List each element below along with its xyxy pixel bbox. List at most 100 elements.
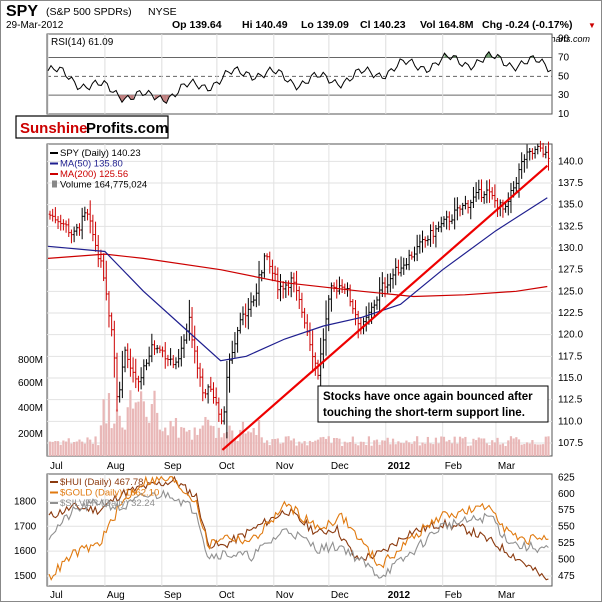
volume-bar: [174, 417, 178, 456]
volume-y-ticks: 200M 400M 600M 800M: [18, 355, 43, 440]
volume-bar: [493, 442, 496, 456]
volume-bar: [56, 441, 60, 456]
volume-bar: [383, 440, 387, 456]
open-label: Op 139.64: [172, 19, 222, 31]
volume-bar: [107, 393, 111, 456]
volume-bar: [528, 443, 531, 456]
volume-bar: [91, 443, 94, 456]
volume-bar: [453, 436, 456, 456]
volume-tick-label: 800M: [18, 355, 43, 366]
annotation-box: Stocks have once again bounced after tou…: [317, 385, 549, 423]
volume-bar: [332, 438, 336, 456]
rsi-tick-label: 10: [558, 109, 570, 120]
volume-bar: [418, 445, 421, 456]
volume-bar: [399, 442, 403, 456]
volume-bar: [94, 436, 97, 456]
volume-bar: [51, 441, 54, 456]
volume-bar: [217, 427, 220, 456]
legend-label: MA(200) 125.56: [60, 169, 128, 180]
volume-bar: [335, 437, 338, 456]
price-x-label: Aug: [107, 461, 125, 472]
volume-bar: [359, 441, 362, 456]
volume-bar: [483, 438, 486, 456]
volume-bar: [115, 409, 119, 456]
volume-bar: [166, 435, 170, 456]
volume-bar: [215, 437, 218, 456]
volume-bar: [97, 445, 100, 456]
logo-sunshine: Sunshine: [20, 120, 88, 137]
volume-bar: [517, 439, 521, 456]
volume-bar: [64, 441, 68, 456]
metals-x-label: Feb: [445, 590, 463, 601]
exchange-label: NYSE: [148, 6, 177, 18]
metals-right-tick: 475: [558, 571, 575, 582]
volume-bar: [338, 438, 341, 456]
volume-bar: [86, 437, 89, 456]
metals-right-tick: 625: [558, 472, 575, 483]
volume-bar: [123, 429, 127, 456]
volume-bar: [523, 444, 526, 456]
price-x-labels: Jul Aug Sep Oct Nov Dec 2012 Feb Mar: [50, 461, 516, 472]
volume-bar: [450, 443, 454, 456]
volume-bar: [515, 437, 518, 456]
volume-bar: [480, 438, 483, 456]
volume-bar: [343, 441, 346, 456]
volume-bar: [265, 440, 269, 456]
legend-label: Volume 164,775,024: [60, 180, 147, 191]
volume-bar: [324, 438, 328, 456]
volume-bar: [249, 432, 253, 456]
volume-bar: [413, 441, 416, 456]
volume-bar: [102, 399, 105, 456]
volume-bar: [252, 428, 255, 456]
volume-bar: [276, 438, 279, 456]
metals-legend-label: $HUI (Daily) 467.78: [60, 477, 143, 488]
volume-bar: [442, 436, 446, 456]
volume-bar: [209, 425, 212, 456]
volume-bar: [504, 445, 507, 456]
volume-bar: [129, 390, 132, 456]
metals-legend-label: $SILVER (Daily) 32.24: [60, 498, 155, 509]
volume-bar: [416, 436, 419, 456]
volume-bar: [539, 444, 542, 456]
volume-bar: [405, 440, 408, 456]
logo-profits: Profits.com: [86, 120, 169, 137]
volume-bar: [542, 444, 545, 456]
metals-panel: 1500 1600 1700 1800 475 500 525 550 575 600 625 $…: [14, 472, 575, 587]
volume-bar: [260, 437, 263, 456]
metals-frame: [46, 473, 553, 587]
high-label: Hi 140.49: [242, 19, 288, 31]
volume-bar: [488, 445, 491, 456]
metals-x-label: Nov: [276, 590, 294, 601]
volume-bar: [391, 438, 395, 456]
volume-bar: [156, 412, 159, 456]
symbol-label: SPY: [6, 3, 38, 20]
volume-bar: [512, 438, 515, 456]
price-tick-label: 112.5: [558, 395, 583, 406]
change-label: Chg -0.24 (-0.17%): [482, 19, 572, 31]
volume-bar: [341, 445, 344, 456]
volume-bar: [485, 443, 488, 456]
volume-bar: [164, 427, 167, 456]
volume-bar: [402, 443, 405, 456]
volume-bar: [225, 432, 228, 456]
volume-bar: [161, 431, 164, 456]
metals-x-labels: Jul Aug Sep Oct Nov Dec 2012 Feb Mar: [50, 590, 516, 601]
metals-series-line: [48, 489, 549, 579]
volume-bar: [78, 439, 81, 456]
rsi-legend: RSI(14) 61.09: [51, 37, 114, 48]
metals-right-ticks: 475 500 525 550 575 600 625: [558, 472, 575, 582]
volume-bar: [533, 444, 537, 456]
volume-bar: [316, 439, 320, 456]
price-x-label: Oct: [219, 461, 235, 472]
rsi-line: [47, 50, 552, 105]
volume-bar: [464, 436, 467, 456]
volume-bar: [236, 440, 239, 456]
volume-bar: [62, 440, 65, 456]
logo-box: [15, 115, 169, 139]
change-down-icon: ▼: [588, 21, 596, 30]
volume-bar: [158, 429, 161, 456]
volume-bar: [287, 436, 290, 456]
metals-left-tick: 1700: [14, 521, 37, 532]
volume-bar: [169, 420, 172, 456]
